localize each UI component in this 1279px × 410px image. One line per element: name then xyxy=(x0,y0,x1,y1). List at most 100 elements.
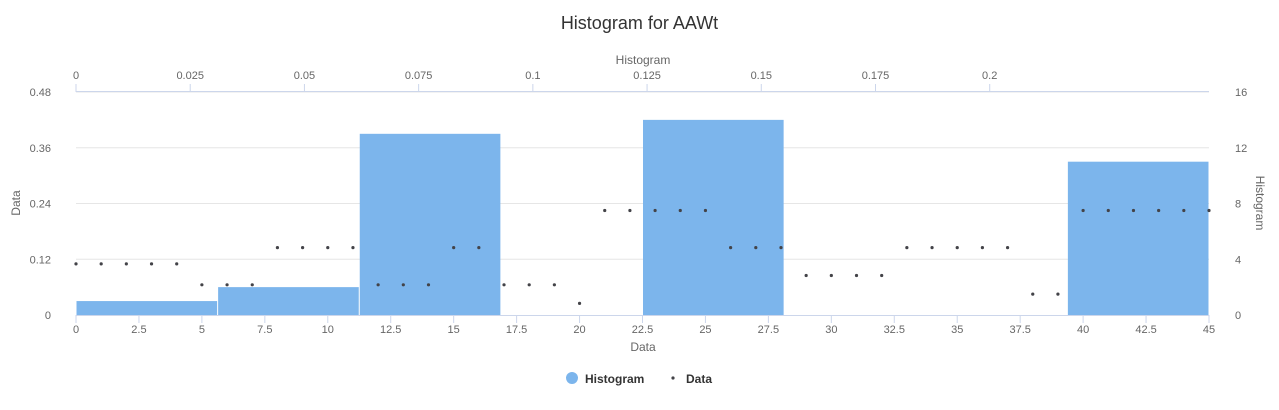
y-tick-label: 0.48 xyxy=(30,87,51,99)
x-tick-label: 12.5 xyxy=(380,324,401,336)
x-tick-label: 37.5 xyxy=(1009,324,1030,336)
x2-tick-label: 0 xyxy=(73,70,79,82)
histogram-bars xyxy=(76,119,1209,315)
data-point xyxy=(829,273,833,278)
data-point xyxy=(628,208,632,213)
data-point xyxy=(275,246,280,250)
x2-tick-label: 0.1 xyxy=(525,70,540,82)
data-point xyxy=(376,283,380,287)
data-point xyxy=(577,301,582,305)
y-tick-label: 0.36 xyxy=(30,143,51,155)
data-point xyxy=(452,246,456,250)
data-point xyxy=(200,283,204,287)
data-point xyxy=(1106,208,1110,213)
data-point xyxy=(74,262,78,266)
y-tick-label: 0 xyxy=(45,310,51,322)
legend-histogram-label: Histogram xyxy=(585,372,644,386)
x-tick-label: 45 xyxy=(1203,324,1215,336)
data-point xyxy=(1031,292,1035,296)
data-point xyxy=(1182,208,1186,213)
y2-tick-label: 16 xyxy=(1235,87,1247,99)
histogram-bar xyxy=(76,301,218,315)
data-point xyxy=(149,262,154,266)
data-point xyxy=(301,246,305,250)
y2-tick-label: 8 xyxy=(1235,199,1241,211)
y-tick-label: 0.24 xyxy=(30,199,51,211)
data-point xyxy=(1005,246,1010,250)
x-tick-label: 10 xyxy=(322,324,334,336)
x2-tick-label: 0.2 xyxy=(982,70,997,82)
data-point xyxy=(804,273,808,278)
data-point xyxy=(980,246,985,250)
x2-tick-label: 0.15 xyxy=(751,70,772,82)
data-point xyxy=(250,283,254,287)
x-tick-label: 42.5 xyxy=(1135,324,1156,336)
x-tick-label: 22.5 xyxy=(632,324,653,336)
data-point xyxy=(124,262,128,266)
x2-tick-label: 0.025 xyxy=(176,70,204,82)
data-point xyxy=(1157,208,1161,213)
data-point xyxy=(326,246,330,250)
x2-tick-label: 0.05 xyxy=(294,70,315,82)
data-point xyxy=(930,246,934,250)
y-axis-title: Data xyxy=(9,190,23,216)
legend-data-marker xyxy=(671,376,675,380)
y2-tick-label: 12 xyxy=(1235,143,1247,155)
legend-item-data[interactable]: Data xyxy=(671,372,712,386)
x-tick-label: 17.5 xyxy=(506,324,527,336)
data-point xyxy=(426,283,431,287)
x-tick-label: 7.5 xyxy=(257,324,272,336)
data-point xyxy=(854,273,859,278)
data-point xyxy=(603,208,607,213)
x-axis-title: Data xyxy=(630,340,656,354)
x-tick-label: 30 xyxy=(825,324,837,336)
histogram-bar xyxy=(643,119,784,315)
data-point xyxy=(653,208,657,213)
data-point xyxy=(1131,208,1136,213)
x2-axis-title: Histogram xyxy=(616,53,671,67)
x-tick-label: 32.5 xyxy=(884,324,905,336)
legend: Histogram Data xyxy=(566,372,712,386)
y-tick-label: 0.12 xyxy=(30,254,51,266)
data-point xyxy=(955,246,959,250)
x-tick-label: 27.5 xyxy=(758,324,779,336)
data-point xyxy=(477,246,481,250)
x-tick-label: 35 xyxy=(951,324,963,336)
legend-item-histogram[interactable]: Histogram xyxy=(566,372,644,386)
data-point xyxy=(880,273,884,278)
data-point xyxy=(754,246,758,250)
legend-histogram-marker xyxy=(566,372,578,384)
data-point xyxy=(678,208,682,213)
data-point xyxy=(527,283,531,287)
x2-tick-label: 0.175 xyxy=(862,70,890,82)
x-tick-label: 20 xyxy=(573,324,585,336)
data-point xyxy=(99,262,103,266)
x2-tick-label: 0.125 xyxy=(633,70,661,82)
gridlines xyxy=(76,91,1209,260)
x2-tick-label: 0.075 xyxy=(405,70,433,82)
axes: 0 0.12 0.24 0.36 0.48 0 4 8 12 16 0 2.5 5 7.5 10 12.5 15… xyxy=(30,70,1248,336)
x-tick-label: 2.5 xyxy=(131,324,146,336)
histogram-bar xyxy=(1067,161,1209,315)
histogram-bar xyxy=(359,133,501,315)
y2-tick-label: 4 xyxy=(1235,254,1241,266)
x-tick-label: 0 xyxy=(73,324,79,336)
x-tick-label: 25 xyxy=(699,324,711,336)
x-tick-label: 40 xyxy=(1077,324,1089,336)
y2-axis-title: Histogram xyxy=(1253,176,1267,231)
data-point xyxy=(729,246,733,250)
data-point xyxy=(175,262,179,266)
data-point xyxy=(703,208,708,213)
data-point xyxy=(502,283,506,287)
data-points xyxy=(74,208,1211,305)
data-point xyxy=(1207,208,1211,213)
y2-tick-label: 0 xyxy=(1235,310,1241,322)
histogram-bar xyxy=(218,287,359,315)
data-point xyxy=(1056,292,1060,296)
x-tick-label: 15 xyxy=(448,324,460,336)
data-point xyxy=(552,283,556,287)
data-point xyxy=(1081,208,1085,213)
legend-data-label: Data xyxy=(686,372,712,386)
